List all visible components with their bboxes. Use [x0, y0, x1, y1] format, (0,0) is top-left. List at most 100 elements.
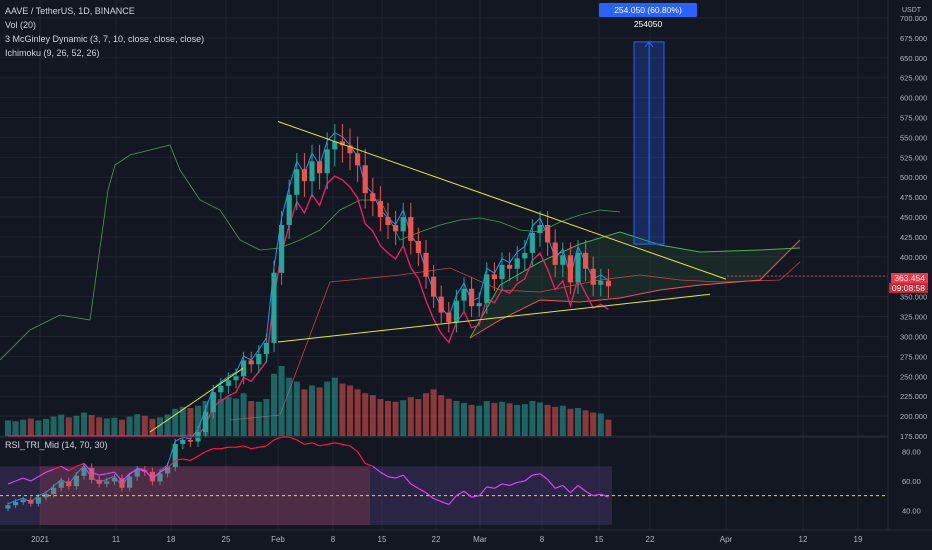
candle-body	[73, 475, 79, 487]
rsi-segment	[53, 465, 62, 470]
time-tick: 22	[646, 535, 655, 544]
rsi-segment	[311, 442, 320, 447]
rsi-segment	[129, 468, 138, 475]
trendline-drawings[interactable]	[149, 121, 888, 433]
indicator-volume[interactable]: Vol (20)	[5, 20, 37, 30]
time-tick: 15	[378, 535, 387, 544]
volume-bars	[5, 366, 612, 436]
volume-bar	[263, 399, 270, 436]
volume-bar	[73, 415, 80, 436]
price-tick: 600.000	[900, 94, 927, 103]
rsi-segment	[167, 460, 176, 469]
candle-body	[127, 476, 133, 488]
rsi-segment	[190, 455, 199, 461]
candle-body	[317, 161, 323, 174]
volume-bar	[354, 389, 361, 436]
candle-body	[309, 161, 315, 182]
rsi-segment	[159, 467, 168, 473]
volume-bar	[96, 417, 103, 436]
candle-body	[499, 264, 505, 280]
volume-bar	[407, 397, 414, 436]
tenkan-line	[7, 132, 609, 505]
rsi-segment	[593, 493, 601, 497]
candle-body	[560, 255, 566, 265]
rsi-segment	[425, 492, 434, 500]
rsi-segment	[273, 436, 282, 441]
volume-bar	[293, 381, 300, 436]
candle-body	[20, 499, 26, 503]
candle-body	[28, 499, 34, 504]
rsi-segment	[7, 480, 16, 485]
price-tick: 200.000	[900, 412, 927, 421]
candle-body	[35, 497, 41, 504]
rsi-segment	[137, 468, 145, 472]
volume-bar	[195, 405, 201, 436]
rsi-segment	[585, 490, 594, 497]
volume-bar	[217, 399, 224, 436]
volume-bar	[605, 419, 612, 436]
price-tick: 650.000	[900, 54, 927, 63]
volume-bar	[240, 393, 247, 436]
candle-body	[476, 303, 482, 307]
price-tick: 225.000	[900, 392, 927, 401]
rsi-segment	[342, 443, 351, 447]
candle-body	[537, 225, 543, 233]
volume-bar	[65, 417, 72, 436]
volume-bar	[225, 397, 232, 436]
candle-body	[431, 276, 437, 297]
price-range-measure[interactable]	[633, 41, 665, 245]
volume-bar	[187, 408, 194, 436]
volume-bar	[286, 377, 293, 436]
price-tick: 400.000	[900, 253, 927, 262]
symbol-title[interactable]: AAVE / TetherUS, 1D, BINANCE	[5, 6, 135, 16]
rsi-segment	[517, 480, 525, 484]
volume-bar	[385, 401, 391, 436]
candle-body	[271, 272, 277, 343]
candle-body	[469, 288, 475, 307]
candle-body	[248, 360, 254, 365]
rsi-segment	[76, 462, 85, 467]
time-tick: 15	[595, 535, 604, 544]
volume-bar	[331, 377, 338, 436]
candle-body	[51, 487, 57, 495]
candle-body	[294, 169, 300, 195]
rsi-segment	[182, 458, 191, 462]
volume-bar	[476, 405, 483, 436]
volume-bar	[362, 393, 369, 436]
candle-body	[134, 470, 140, 477]
volume-bar	[179, 406, 186, 436]
candle-body	[400, 217, 406, 232]
time-tick: Feb	[271, 535, 285, 544]
candle-body	[104, 481, 110, 484]
rsi-segment	[380, 471, 389, 478]
candle-body	[438, 296, 444, 313]
volume-bar	[271, 373, 277, 436]
rsi-segment	[433, 498, 442, 503]
candle-body	[545, 225, 551, 243]
price-tick: 700.000	[900, 14, 927, 23]
candle-body	[415, 240, 421, 253]
rsi-segment	[569, 484, 579, 494]
indicator-ichimoku[interactable]: Ichimoku (9, 26, 52, 26)	[5, 48, 100, 58]
volume-bar	[27, 418, 34, 436]
time-tick: 8	[540, 535, 545, 544]
rsi-segment	[547, 479, 556, 489]
indicator-mcginley[interactable]: 3 McGinley Dynamic (3, 7, 10, close, clo…	[5, 34, 205, 44]
rsi-segment	[509, 481, 518, 486]
volume-bar	[233, 398, 239, 436]
price-tick: 300.000	[900, 332, 927, 341]
volume-bar	[164, 414, 171, 436]
candle-body	[393, 225, 399, 232]
rsi-legend[interactable]: RSI_TRI_Mid (14, 70, 30)	[5, 440, 108, 450]
chikou-span	[0, 144, 621, 361]
volume-bar	[461, 402, 467, 436]
rsi-segment	[113, 471, 123, 482]
rsi-panel	[0, 436, 888, 525]
price-tick: 675.000	[900, 34, 927, 43]
candle-body	[491, 274, 497, 280]
rsi-segment	[83, 463, 93, 473]
rsi-segment	[372, 465, 381, 473]
candle-body	[598, 280, 604, 285]
volume-bar	[301, 389, 308, 436]
